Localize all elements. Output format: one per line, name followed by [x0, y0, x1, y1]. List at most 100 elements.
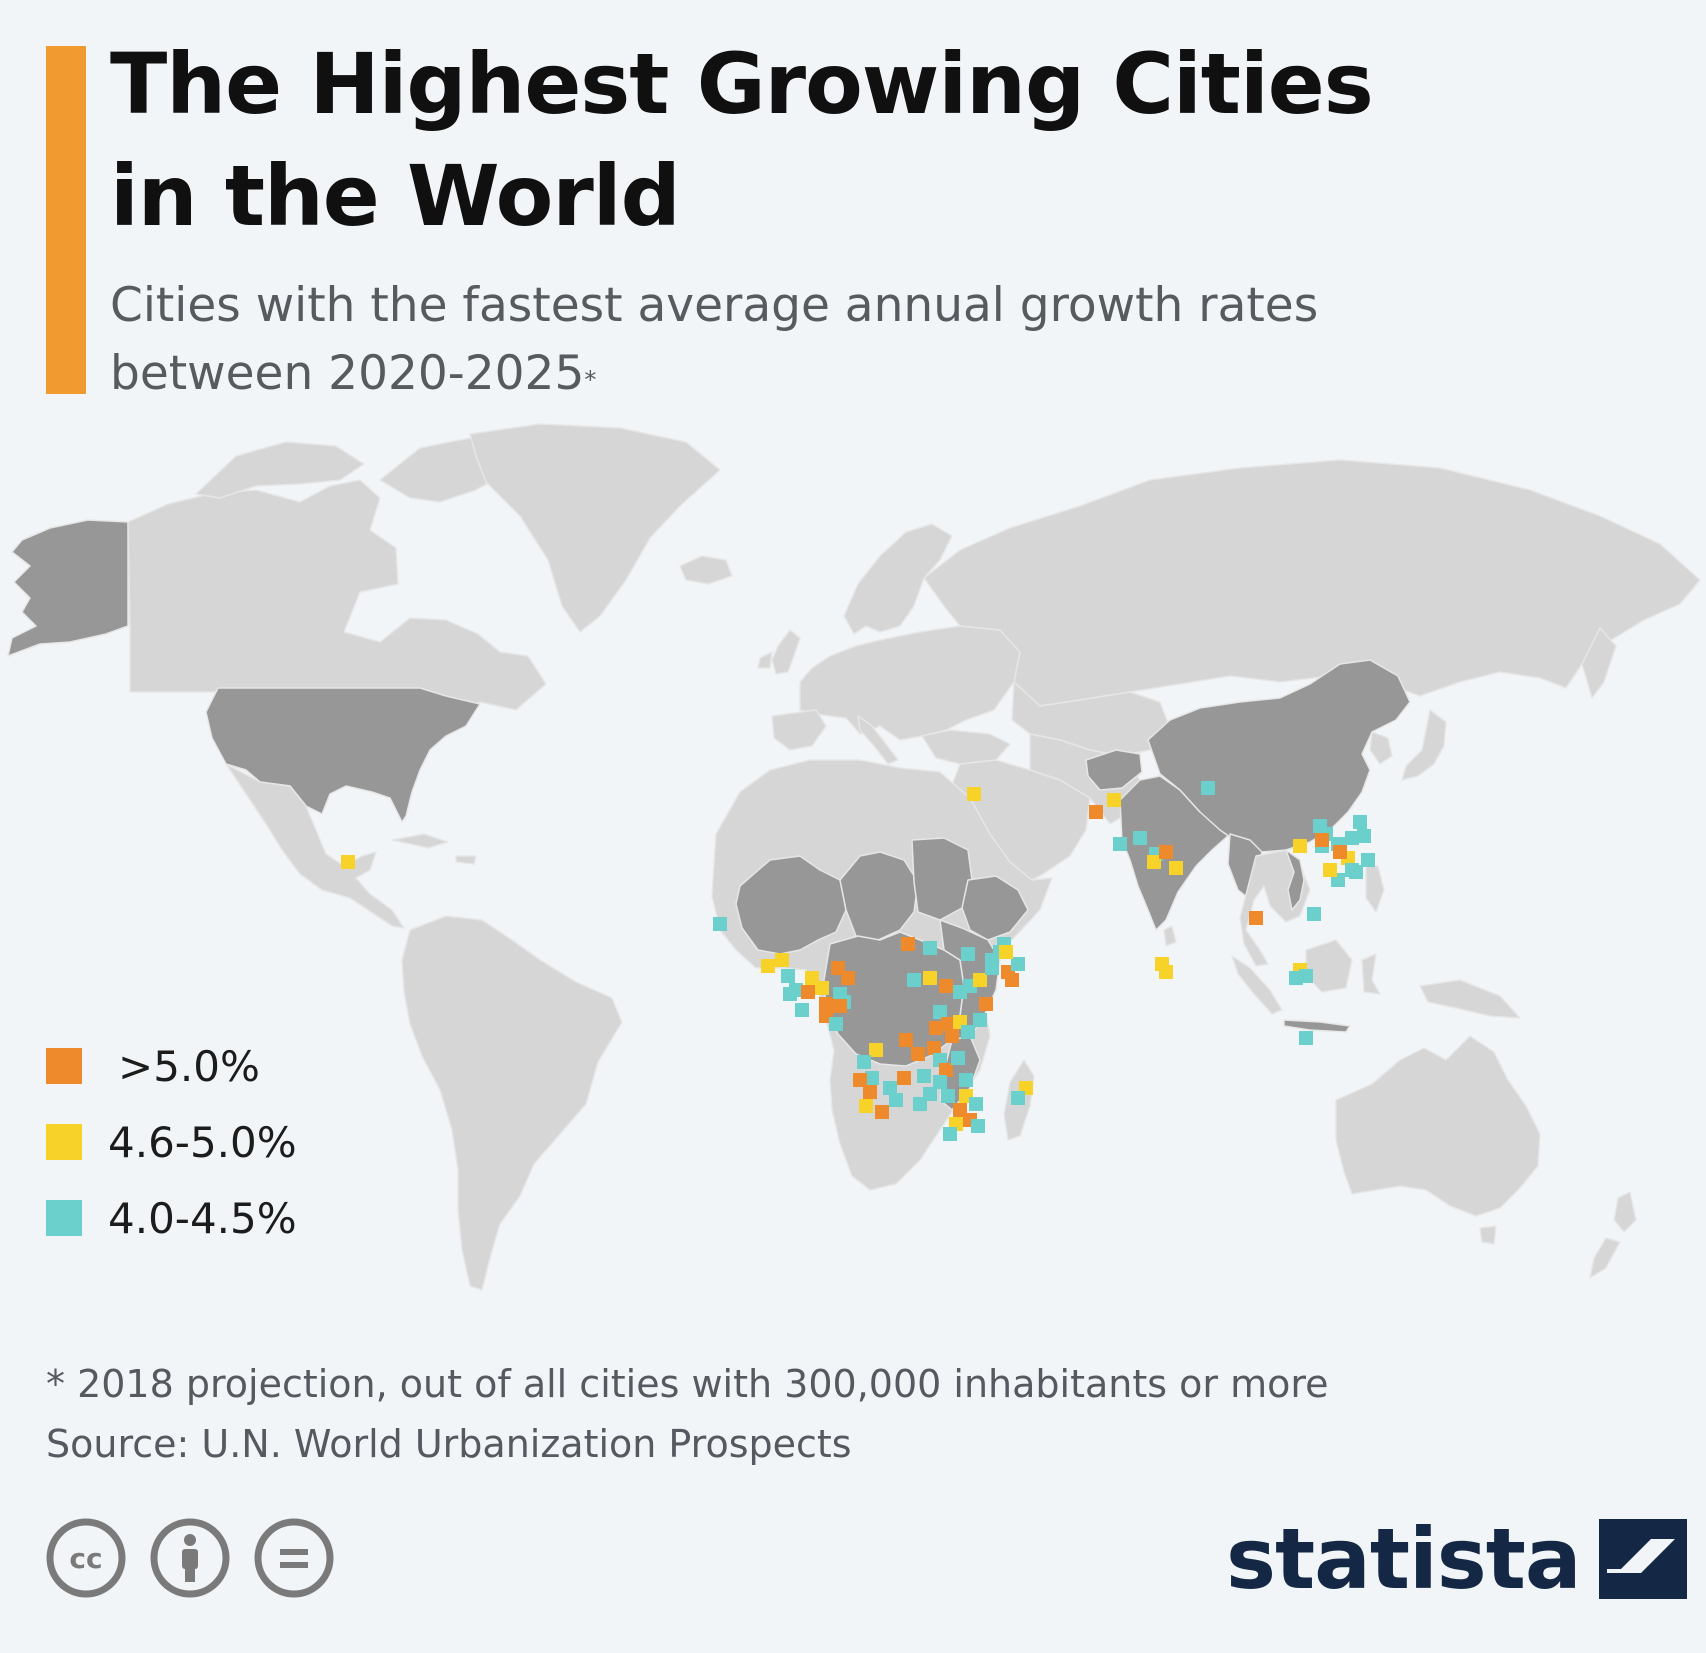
- statista-brand[interactable]: statista: [1226, 1510, 1687, 1608]
- land-italy: [857, 715, 899, 765]
- city-marker: [933, 1005, 947, 1019]
- title-line-2: in the World: [110, 147, 681, 245]
- land-canada: [127, 479, 547, 719]
- brand-name: statista: [1226, 1510, 1582, 1608]
- city-marker: [1293, 839, 1307, 853]
- city-marker: [899, 1033, 913, 1047]
- creative-commons-icon[interactable]: cc: [44, 1516, 128, 1600]
- no-derivatives-icon[interactable]: [252, 1516, 336, 1600]
- land-usa: [205, 687, 481, 823]
- world-map: [7, 423, 1701, 1291]
- city-marker: [1159, 965, 1173, 979]
- city-marker: [999, 945, 1013, 959]
- city-marker: [795, 1003, 809, 1017]
- title-line-1: The Highest Growing Cities: [110, 35, 1374, 133]
- attribution-icon[interactable]: [148, 1516, 232, 1600]
- city-marker: [875, 1105, 889, 1119]
- land-turkey: [921, 729, 1011, 765]
- city-marker: [1299, 1031, 1313, 1045]
- city-marker: [829, 1017, 843, 1031]
- land-iberia: [771, 709, 827, 751]
- source-line: Source: U.N. World Urbanization Prospect…: [46, 1422, 852, 1466]
- city-marker: [979, 997, 993, 1011]
- city-marker: [865, 1071, 879, 1085]
- land-new-zealand: [1589, 1191, 1637, 1279]
- legend-swatch-yellow: [46, 1124, 82, 1160]
- svg-text:cc: cc: [69, 1542, 102, 1575]
- land-greenland: [469, 423, 721, 633]
- land-vietnam: [1285, 849, 1305, 911]
- city-marker: [943, 1127, 957, 1141]
- city-marker: [973, 1013, 987, 1027]
- city-marker: [897, 1071, 911, 1085]
- city-marker: [341, 855, 355, 869]
- city-marker: [863, 1085, 877, 1099]
- city-marker: [1147, 855, 1161, 869]
- city-marker: [833, 999, 847, 1013]
- city-marker: [911, 1047, 925, 1061]
- city-marker: [1133, 831, 1147, 845]
- city-marker: [913, 1097, 927, 1111]
- city-marker: [1345, 831, 1359, 845]
- land-afghanistan: [1085, 749, 1143, 791]
- land-south-america: [401, 915, 623, 1291]
- land-china: [1147, 659, 1411, 853]
- city-marker: [1005, 973, 1019, 987]
- legend-item-4-to-4-5: 4.0-4.5%: [46, 1180, 297, 1256]
- city-marker: [857, 1055, 871, 1069]
- city-marker: [907, 973, 921, 987]
- city-marker: [969, 1097, 983, 1111]
- city-marker: [889, 1093, 903, 1107]
- accent-bar: [46, 46, 86, 394]
- city-marker: [801, 985, 815, 999]
- land-europe: [799, 625, 1021, 741]
- land-borneo: [1305, 939, 1353, 993]
- city-marker: [927, 1041, 941, 1055]
- city-marker: [959, 1073, 973, 1087]
- city-marker: [853, 1073, 867, 1087]
- land-west-africa: [735, 855, 847, 955]
- city-marker: [1361, 853, 1375, 867]
- legend-item-4-6-to-5: 4.6-5.0%: [46, 1104, 297, 1180]
- city-marker: [783, 987, 797, 1001]
- city-marker: [1315, 833, 1329, 847]
- city-marker: [1357, 829, 1371, 843]
- city-marker: [1349, 865, 1363, 879]
- legend-label: 4.0-4.5%: [108, 1193, 297, 1243]
- land-sulawesi: [1361, 953, 1381, 995]
- city-marker: [923, 971, 937, 985]
- city-marker: [933, 1075, 947, 1089]
- legend-item-above-5: >5.0%: [46, 1028, 297, 1104]
- city-marker: [939, 979, 953, 993]
- land-scandinavia: [843, 523, 953, 635]
- city-marker: [1113, 837, 1127, 851]
- city-marker: [951, 1051, 965, 1065]
- city-marker: [901, 937, 915, 951]
- city-marker: [1299, 969, 1313, 983]
- land-australia: [1335, 1035, 1541, 1217]
- city-marker: [939, 1063, 953, 1077]
- city-marker: [1089, 805, 1103, 819]
- land-arctic-islands: [195, 441, 365, 499]
- legend-label: >5.0%: [118, 1041, 260, 1091]
- city-marker: [859, 1099, 873, 1113]
- city-marker: [1333, 845, 1347, 859]
- land-mexico: [225, 763, 405, 929]
- city-marker: [1307, 907, 1321, 921]
- city-marker: [973, 973, 987, 987]
- footnote: * 2018 projection, out of all cities wit…: [46, 1354, 1329, 1474]
- city-marker: [883, 1081, 897, 1095]
- city-marker: [923, 941, 937, 955]
- land-new-guinea: [1419, 979, 1521, 1019]
- city-marker: [805, 971, 819, 985]
- subtitle-line-2: between 2020-2025: [110, 346, 585, 401]
- land-java: [1283, 1019, 1351, 1033]
- city-marker: [917, 1069, 931, 1083]
- city-marker: [967, 787, 981, 801]
- land-caribbean: [391, 833, 477, 865]
- city-marker: [1201, 781, 1215, 795]
- land-sri-lanka: [1163, 925, 1177, 947]
- city-marker: [929, 1021, 943, 1035]
- page-title: The Highest Growing Cities in the World: [110, 28, 1670, 252]
- subtitle-line-1: Cities with the fastest average annual g…: [110, 278, 1319, 333]
